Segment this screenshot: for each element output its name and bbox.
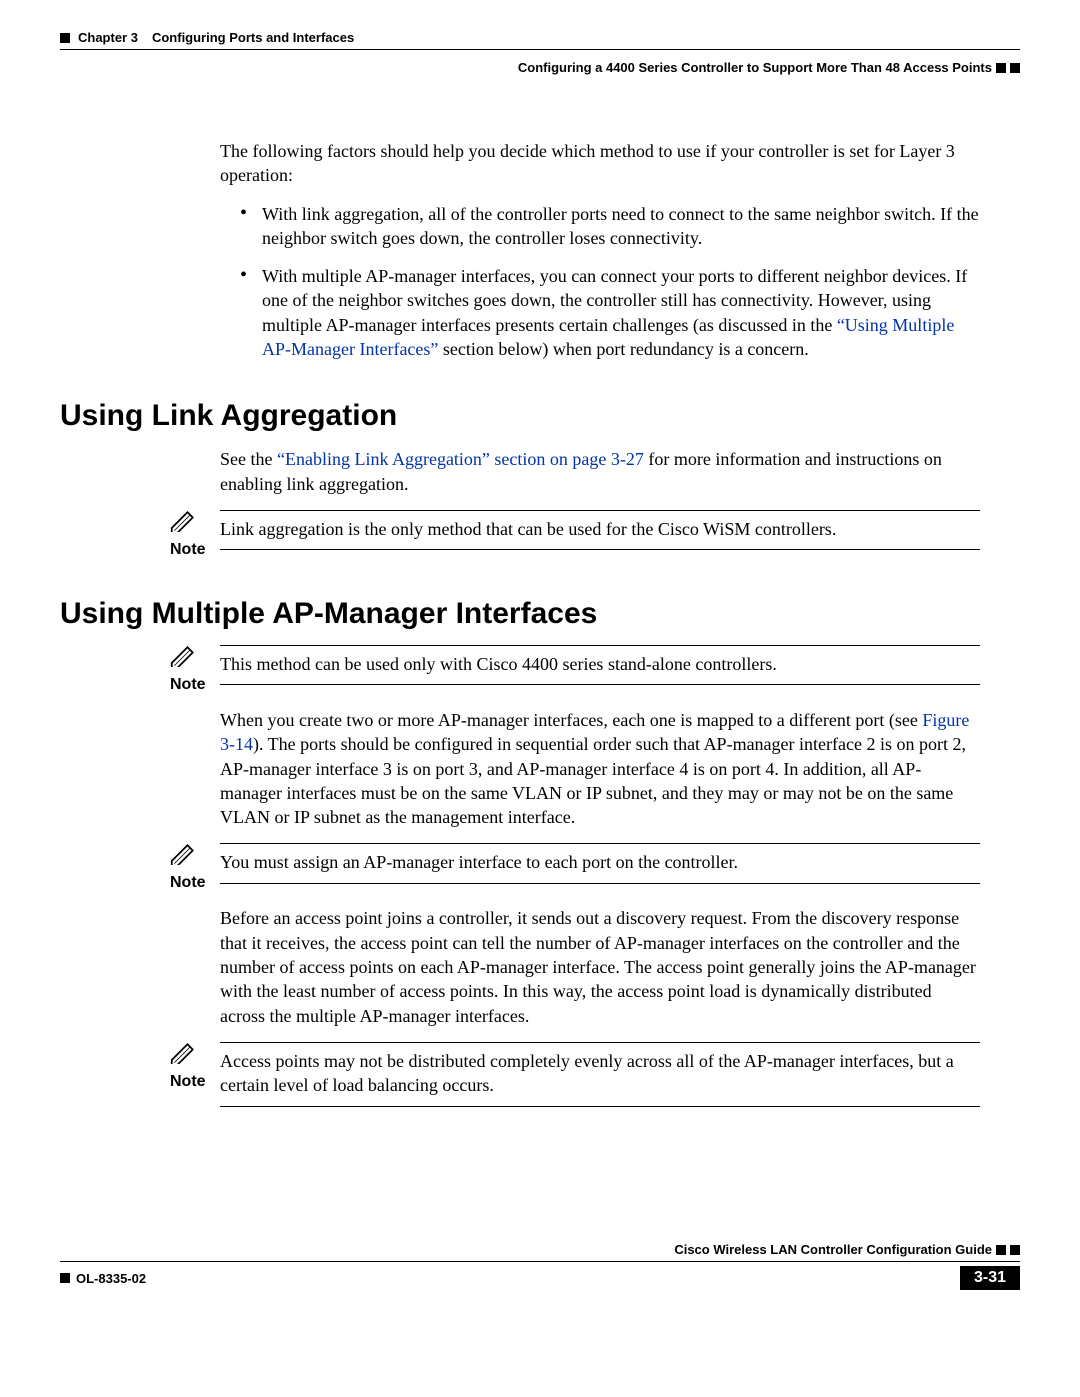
footer-docnum: OL-8335-02 — [76, 1271, 146, 1286]
pencil-icon — [170, 645, 198, 667]
footer-square-icon — [60, 1273, 70, 1283]
note-block: Note This method can be used only with C… — [170, 645, 980, 694]
note-text: This method can be used only with Cisco … — [220, 652, 980, 676]
discovery-paragraph: Before an access point joins a controlle… — [220, 906, 980, 1027]
intro-paragraph: The following factors should help you de… — [220, 139, 980, 188]
note-text: Link aggregation is the only method that… — [220, 517, 980, 541]
xref-link[interactable]: “Enabling Link Aggregation” section on p… — [277, 449, 644, 469]
note-text: Access points may not be distributed com… — [220, 1049, 980, 1098]
note-label: Note — [170, 541, 220, 559]
footer-guide-title: Cisco Wireless LAN Controller Configurat… — [674, 1242, 992, 1257]
bullet-post: section below) when port redundancy is a… — [438, 339, 808, 359]
note-label: Note — [170, 1073, 220, 1091]
header-square-icon — [60, 33, 70, 43]
subheader-text: Configuring a 4400 Series Controller to … — [518, 60, 992, 75]
chapter-label: Chapter 3 — [78, 30, 138, 45]
chapter-title: Configuring Ports and Interfaces — [152, 30, 354, 45]
note-block: Note Link aggregation is the only method… — [170, 510, 980, 559]
apmgr-post: ). The ports should be configured in seq… — [220, 734, 966, 827]
page-number-badge: 3-31 — [960, 1266, 1020, 1290]
list-item: With multiple AP-manager interfaces, you… — [240, 264, 980, 361]
apmgr-paragraph: When you create two or more AP-manager i… — [220, 708, 980, 829]
note-label: Note — [170, 874, 220, 892]
footer-square-icon — [1010, 1245, 1020, 1255]
list-item: With link aggregation, all of the contro… — [240, 202, 980, 251]
header-chapter-row: Chapter 3 Configuring Ports and Interfac… — [60, 30, 1020, 45]
note-label: Note — [170, 676, 220, 694]
heading-multiple-ap: Using Multiple AP-Manager Interfaces — [60, 597, 980, 631]
apmgr-pre: When you create two or more AP-manager i… — [220, 710, 922, 730]
subheader-square-icon — [996, 63, 1006, 73]
header-subheader-row: Configuring a 4400 Series Controller to … — [60, 60, 1020, 75]
bullet-text: With link aggregation, all of the contro… — [262, 204, 979, 248]
pencil-icon — [170, 843, 198, 865]
link-agg-pre: See the — [220, 449, 277, 469]
pencil-icon — [170, 1042, 198, 1064]
pencil-icon — [170, 510, 198, 532]
note-block: Note Access points may not be distribute… — [170, 1042, 980, 1107]
factor-list: With link aggregation, all of the contro… — [240, 202, 980, 362]
link-agg-paragraph: See the “Enabling Link Aggregation” sect… — [220, 447, 980, 496]
subheader-square-icon — [1010, 63, 1020, 73]
heading-link-aggregation: Using Link Aggregation — [60, 399, 980, 433]
footer-square-icon — [996, 1245, 1006, 1255]
note-block: Note You must assign an AP-manager inter… — [170, 843, 980, 892]
page-footer: Cisco Wireless LAN Controller Configurat… — [60, 1242, 1020, 1290]
note-text: You must assign an AP-manager interface … — [220, 850, 980, 874]
